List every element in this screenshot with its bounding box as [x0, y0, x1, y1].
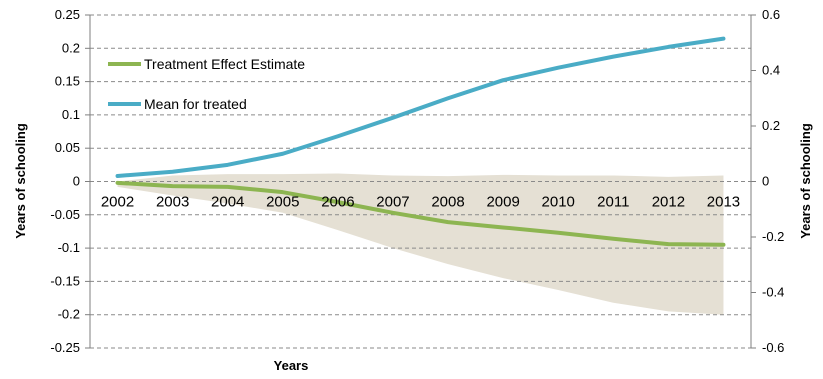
confidence-band	[117, 173, 724, 315]
legend-label-mean-for-treated: Mean for treated	[144, 96, 247, 112]
y-tick-label: 0.25	[55, 7, 80, 22]
series-lines	[115, 36, 726, 247]
axes	[85, 14, 756, 349]
x-tick-label: 2012	[652, 194, 685, 211]
left-y-tick-labels: 0.25 0.2 0.15 0.1 0.05 0 -0.05 -0.1 -0.15 -0.2 -0.…	[50, 7, 80, 355]
confidence-band-layer	[117, 173, 724, 315]
y2-tick-label: -0.6	[762, 340, 784, 355]
x-tick-label: 2003	[156, 194, 189, 211]
y-tick-label: 0	[73, 174, 80, 189]
x-tick-label: 2013	[707, 194, 740, 211]
y-tick-label: -0.15	[50, 273, 80, 288]
series-line-treatment-effect	[115, 180, 726, 247]
x-axis-title: Years	[274, 358, 309, 373]
legend-label-treatment-effect: Treatment Effect Estimate	[144, 56, 305, 72]
y2-tick-label: -0.2	[762, 229, 784, 244]
y2-tick-label: 0.2	[762, 118, 780, 133]
x-tick-label: 2007	[376, 194, 409, 211]
x-tick-label: 2004	[211, 194, 244, 211]
y-tick-label: 0.15	[55, 74, 80, 89]
series-line-mean-for-treated	[115, 36, 726, 178]
y-tick-label: -0.1	[58, 240, 80, 255]
right-y-tick-labels: 0.6 0.4 0.2 0 -0.2 -0.4 -0.6	[762, 7, 784, 355]
y-tick-label: -0.25	[50, 340, 80, 355]
y2-tick-label: -0.4	[762, 285, 784, 300]
x-tick-labels: 2002 2003 2004 2005 2006 2007 2008 2009 2010 2011…	[101, 194, 740, 211]
x-tick-label: 2011	[597, 194, 629, 211]
x-tick-label: 2010	[542, 194, 575, 211]
y2-tick-label: 0	[762, 174, 769, 189]
x-tick-label: 2005	[266, 194, 299, 211]
y-tick-label: -0.05	[50, 207, 80, 222]
x-tick-label: 2009	[486, 194, 519, 211]
y2-tick-label: 0.6	[762, 7, 780, 22]
y-tick-label: 0.1	[62, 107, 80, 122]
legend: Treatment Effect Estimate Mean for treat…	[108, 56, 305, 112]
x-tick-label: 2006	[321, 194, 354, 211]
x-tick-label: 2008	[431, 194, 464, 211]
y-tick-label: -0.2	[58, 307, 80, 322]
y-tick-label: 0.05	[55, 140, 80, 155]
gridlines	[90, 14, 751, 349]
x-tick-label: 2002	[101, 194, 134, 211]
y2-tick-label: 0.4	[762, 63, 780, 78]
y-tick-label: 0.2	[62, 40, 80, 55]
y-axis-title: Years of schooling	[13, 123, 28, 239]
y2-axis-title: Years of schooling	[798, 123, 813, 239]
